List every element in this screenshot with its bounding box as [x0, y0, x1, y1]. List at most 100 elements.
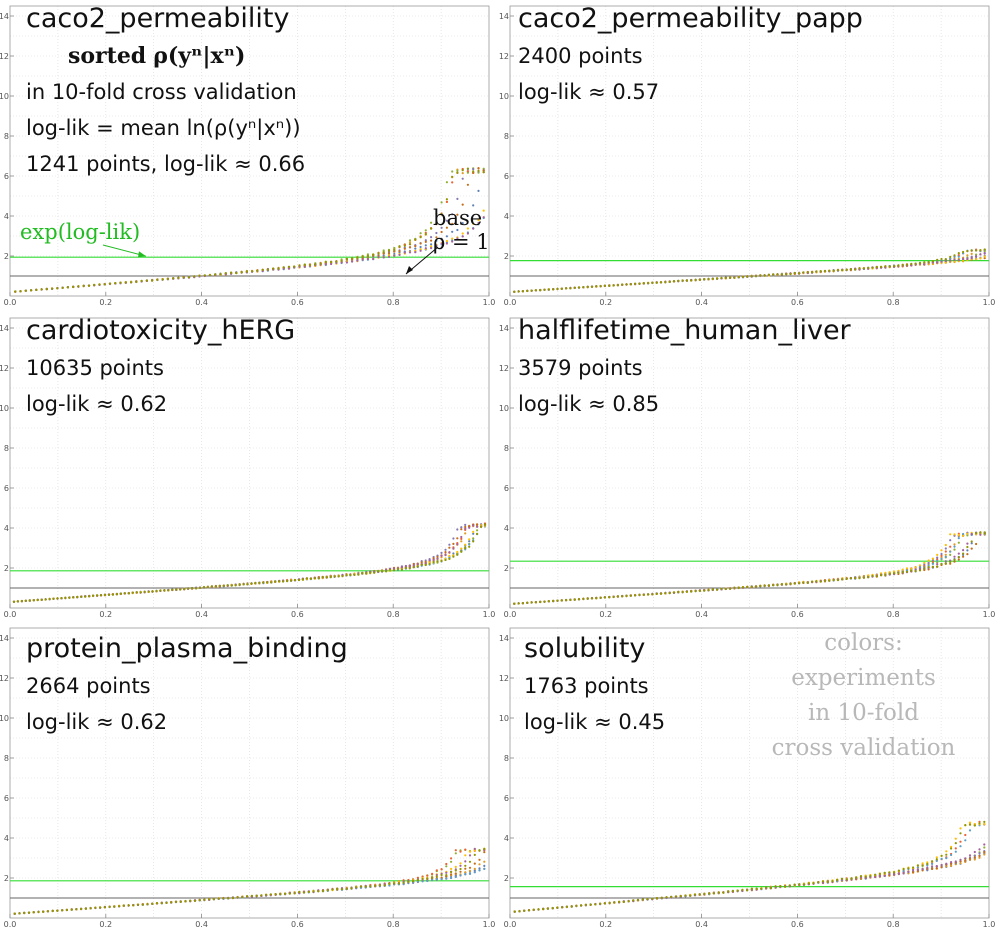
data-point [552, 599, 555, 603]
data-point [802, 581, 805, 584]
data-point [107, 593, 111, 596]
data-point [381, 570, 384, 573]
data-point [456, 528, 459, 531]
data-point [931, 562, 934, 565]
data-point [28, 599, 31, 602]
data-point [957, 558, 960, 561]
data-point [313, 577, 316, 580]
data-point [424, 229, 427, 232]
data-point [867, 574, 870, 577]
data-point [979, 253, 982, 256]
data-point [96, 594, 99, 597]
data-point [293, 578, 297, 582]
data-point [235, 271, 238, 275]
data-point [750, 585, 753, 588]
data-point [444, 558, 447, 562]
data-point [466, 183, 469, 186]
x-tick-label: 1.0 [483, 298, 496, 307]
data-point [793, 271, 796, 275]
data-point [707, 589, 710, 592]
data-point [309, 577, 312, 580]
data-point [440, 201, 443, 204]
data-point [419, 232, 422, 235]
data-point [703, 278, 706, 281]
data-point [966, 549, 969, 552]
data-point [483, 523, 487, 526]
y-tick-label: 8 [4, 754, 9, 763]
data-point [435, 236, 438, 239]
y-tick-label: 4 [4, 212, 9, 221]
data-point [953, 543, 956, 546]
data-point [452, 555, 455, 558]
data-point [884, 265, 887, 268]
data-point [451, 170, 454, 173]
y-tick-label: 8 [504, 444, 509, 453]
data-point [246, 583, 249, 586]
data-point [949, 539, 952, 542]
data-point [19, 290, 22, 293]
data-point [845, 577, 848, 580]
data-point [274, 580, 277, 583]
data-point [435, 244, 438, 247]
data-point [48, 597, 51, 601]
data-point [466, 232, 469, 235]
data-point [681, 279, 684, 282]
data-point [681, 590, 684, 594]
data-point [177, 276, 180, 279]
data-point [424, 563, 427, 567]
plot-frame [509, 5, 990, 297]
y-tick-label: 4 [4, 834, 9, 843]
data-point [962, 549, 965, 552]
data-point [565, 598, 568, 602]
data-point [448, 551, 451, 554]
x-tick-label: 0.6 [291, 920, 304, 929]
data-point [970, 249, 973, 252]
data-point [953, 558, 956, 561]
data-point [330, 260, 333, 264]
data-point [953, 260, 956, 263]
series-7 [12, 524, 487, 603]
data-point [466, 214, 469, 218]
y-tick-label: 10 [0, 404, 9, 413]
data-point [845, 268, 848, 271]
data-point [482, 169, 485, 172]
data-point [849, 268, 852, 271]
data-point [424, 240, 427, 243]
data-point [647, 593, 650, 596]
data-point [135, 591, 138, 594]
data-point [776, 273, 779, 276]
data-point [595, 597, 598, 600]
series-5 [12, 523, 487, 603]
y-tick-label: 4 [4, 524, 9, 533]
data-point [957, 556, 960, 559]
data-point [811, 271, 814, 274]
data-point [754, 585, 758, 588]
data-point [175, 588, 178, 591]
data-point [451, 181, 454, 184]
data-point [451, 175, 454, 178]
data-point [953, 254, 956, 257]
data-point [962, 532, 965, 536]
explain-sorted: sorted [68, 43, 147, 69]
data-point [428, 559, 431, 562]
data-point [461, 232, 464, 235]
data-point [944, 261, 947, 264]
data-point [798, 582, 801, 585]
data-point [131, 591, 134, 594]
data-point [962, 259, 965, 262]
data-point [440, 213, 443, 216]
data-point [420, 561, 423, 564]
data-point [983, 248, 986, 251]
data-point [953, 533, 956, 536]
data-point [483, 860, 486, 863]
data-point [477, 189, 480, 192]
data-point [940, 260, 943, 263]
data-point [724, 587, 727, 591]
data-point [677, 590, 680, 594]
data-point [841, 269, 844, 272]
data-point [936, 559, 939, 562]
data-point [456, 169, 459, 172]
loglik-value: log-lik ≈ 0.66 [163, 152, 306, 176]
data-point [258, 581, 261, 584]
data-point [763, 584, 766, 587]
